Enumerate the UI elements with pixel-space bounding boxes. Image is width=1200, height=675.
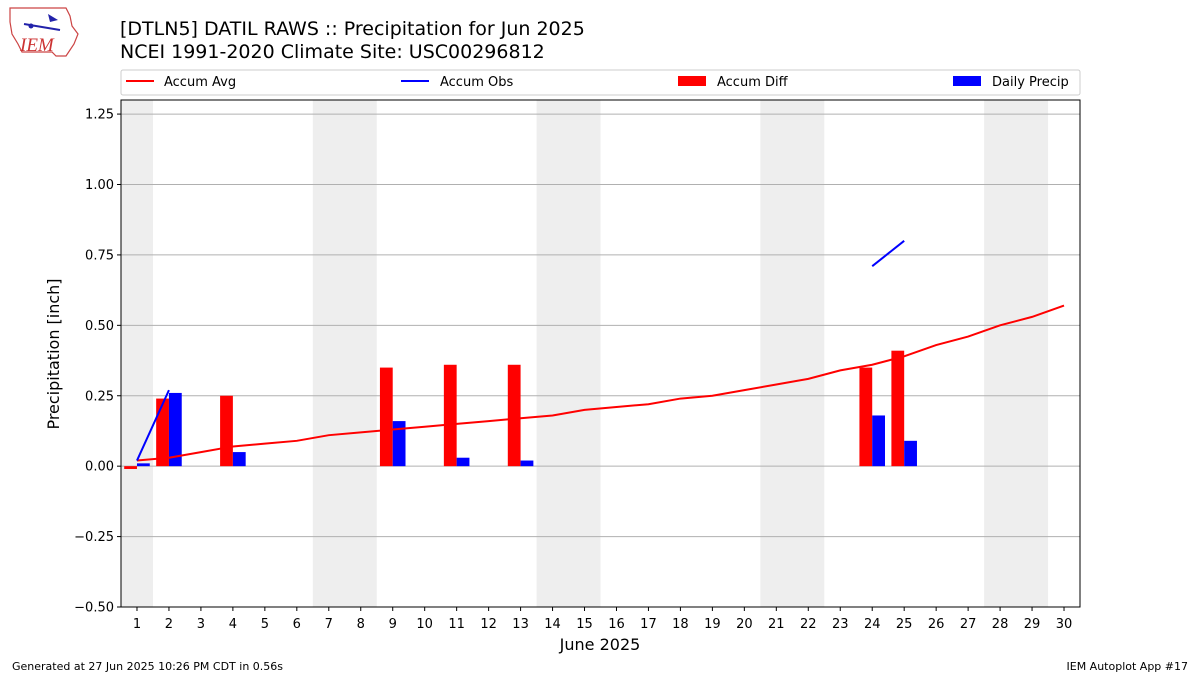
- x-tick-label: 5: [261, 617, 269, 632]
- x-tick-label: 20: [736, 617, 753, 632]
- legend-swatch-accum-diff: [678, 76, 706, 86]
- bar-daily-precip: [456, 457, 470, 467]
- x-tick-label: 28: [992, 617, 1009, 632]
- weekend-band: [984, 100, 1049, 607]
- weekend-band: [536, 100, 601, 607]
- bar-daily-precip: [168, 392, 182, 467]
- x-tick-label: 13: [512, 617, 529, 632]
- x-axis-ticks: 1 2 3 4 5 6 7 8 9 10 11 12 13 14 15 16 17 18 19 20 21 22 23 24 2…: [133, 607, 1072, 632]
- x-tick-label: 21: [768, 617, 785, 632]
- bar-accum-diff: [443, 364, 457, 467]
- chart-subtitle: NCEI 1991-2020 Climate Site: USC00296812: [120, 41, 545, 63]
- x-tick-label: 25: [896, 617, 913, 632]
- bar-accum-diff: [891, 350, 905, 467]
- y-tick-label: 0.00: [85, 460, 114, 475]
- weekend-band: [312, 100, 377, 607]
- plot-frame: [120, 99, 1081, 608]
- x-tick-label: 27: [960, 617, 977, 632]
- x-tick-label: 30: [1056, 617, 1073, 632]
- legend-swatch-daily-precip: [953, 76, 981, 86]
- y-tick-label: 0.75: [85, 248, 114, 263]
- bar-accum-diff: [507, 364, 521, 467]
- x-tick-label: 7: [325, 617, 333, 632]
- weekend-band: [760, 100, 825, 607]
- bar-series: [124, 350, 917, 469]
- bar-accum-diff: [379, 367, 393, 467]
- legend-frame: [120, 69, 1081, 96]
- line-series: [136, 240, 1065, 462]
- x-tick-label: 1: [133, 617, 141, 632]
- line-accum-avg: [136, 304, 1065, 462]
- y-tick-label: −0.25: [74, 530, 114, 545]
- x-tick-label: 16: [608, 617, 625, 632]
- x-tick-label: 11: [448, 617, 465, 632]
- legend-label-accum-avg: Accum Avg: [164, 75, 236, 90]
- x-tick-label: 2: [165, 617, 173, 632]
- x-tick-label: 14: [544, 617, 561, 632]
- legend: Accum Avg Accum Obs Accum Diff Daily Pre…: [120, 69, 1081, 96]
- x-tick-label: 19: [704, 617, 721, 632]
- bar-daily-precip: [232, 452, 246, 467]
- x-tick-label: 26: [928, 617, 945, 632]
- y-tick-label: 0.25: [85, 389, 114, 404]
- x-tick-label: 10: [416, 617, 433, 632]
- legend-label-accum-obs: Accum Obs: [440, 75, 513, 90]
- weekend-shading: [121, 100, 1049, 607]
- x-tick-label: 6: [293, 617, 301, 632]
- bar-daily-precip: [392, 421, 406, 467]
- bar-accum-diff: [859, 367, 873, 467]
- chart-title: [DTLN5] DATIL RAWS :: Precipitation for …: [120, 18, 585, 40]
- y-tick-label: 1.25: [85, 108, 114, 123]
- iem-logo: IEM: [9, 7, 79, 57]
- y-tick-label: 0.50: [85, 319, 114, 334]
- y-axis-ticks: −0.50 −0.25 0.00 0.25 0.50 0.75 1.00 1.25: [74, 108, 121, 616]
- x-tick-label: 3: [197, 617, 205, 632]
- x-tick-label: 8: [357, 617, 365, 632]
- footer-app: IEM Autoplot App #17: [1067, 660, 1189, 673]
- line-accum-obs: [871, 240, 905, 267]
- bar-accum-diff: [124, 466, 137, 469]
- bar-daily-precip: [136, 463, 150, 467]
- footer-generated: Generated at 27 Jun 2025 10:26 PM CDT in…: [12, 660, 283, 673]
- bar-daily-precip: [872, 415, 886, 467]
- legend-label-daily-precip: Daily Precip: [992, 75, 1069, 90]
- x-tick-label: 24: [864, 617, 881, 632]
- y-tick-label: 1.00: [85, 178, 114, 193]
- legend-label-accum-diff: Accum Diff: [717, 75, 789, 90]
- x-tick-label: 4: [229, 617, 237, 632]
- x-tick-label: 23: [832, 617, 849, 632]
- x-axis-label: June 2025: [559, 635, 641, 654]
- x-tick-label: 17: [640, 617, 657, 632]
- x-tick-label: 9: [389, 617, 397, 632]
- logo-text: IEM: [19, 35, 55, 56]
- bar-daily-precip: [520, 460, 534, 467]
- bar-daily-precip: [904, 440, 917, 467]
- weekend-band: [121, 100, 153, 607]
- y-tick-label: −0.50: [74, 601, 114, 616]
- y-axis-label: Precipitation [inch]: [44, 278, 63, 429]
- x-tick-label: 22: [800, 617, 817, 632]
- x-tick-label: 29: [1024, 617, 1041, 632]
- x-tick-label: 15: [576, 617, 593, 632]
- bar-accum-diff: [156, 398, 169, 467]
- bar-accum-diff: [220, 395, 233, 467]
- x-tick-label: 12: [480, 617, 497, 632]
- x-tick-label: 18: [672, 617, 689, 632]
- line-accum-obs: [136, 389, 170, 461]
